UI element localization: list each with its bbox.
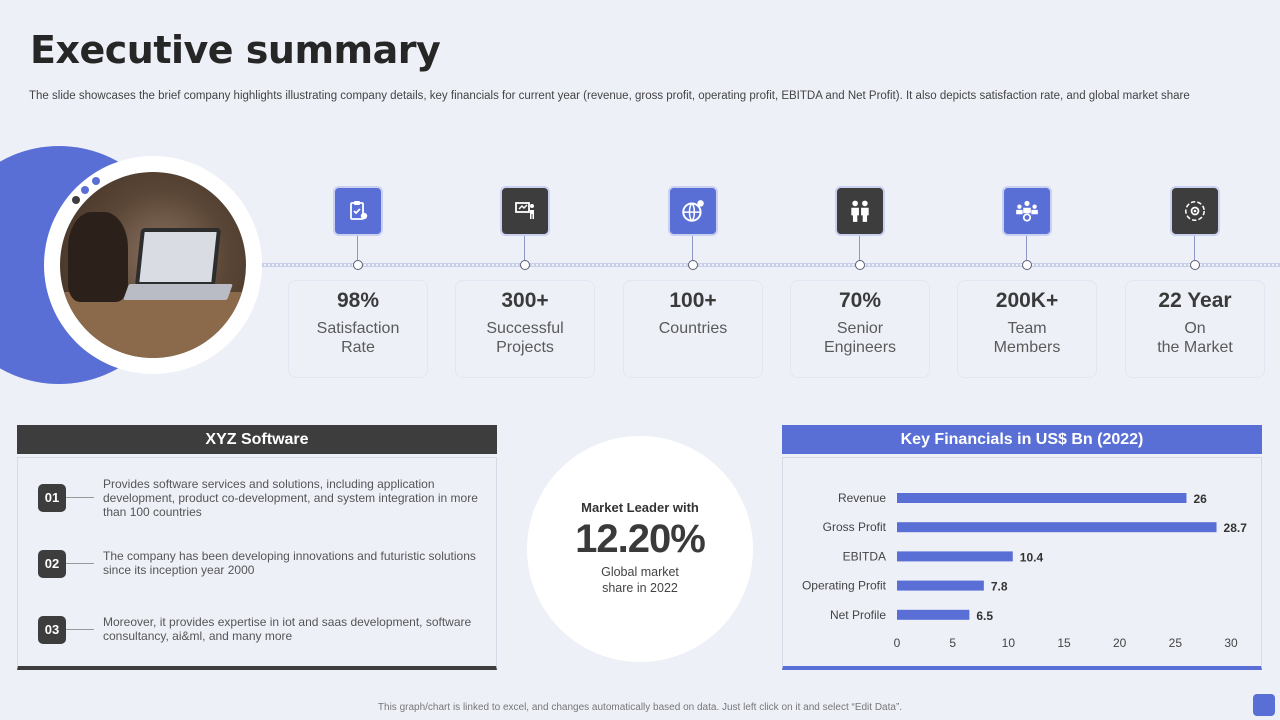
xyz-panel-title: XYZ Software bbox=[17, 425, 497, 454]
stat-card: 70% Senior Engineers bbox=[790, 280, 930, 378]
hero-dot bbox=[72, 196, 80, 204]
stat-value: 200K+ bbox=[995, 289, 1059, 312]
clipboard-check-icon bbox=[333, 186, 383, 236]
stat-value: 98% bbox=[336, 289, 380, 312]
market-share-value: 12.20% bbox=[575, 517, 706, 561]
page-subtitle: The slide showcases the brief company hi… bbox=[29, 90, 1190, 102]
market-leader-circle: Market Leader with 12.20% Global market … bbox=[527, 436, 753, 662]
stat-team: 200K+ Team Members bbox=[957, 186, 1097, 378]
stat-stem bbox=[524, 236, 525, 260]
stat-label: Senior Engineers bbox=[823, 320, 897, 356]
stat-label: Successful Projects bbox=[486, 320, 564, 356]
team-icon bbox=[1002, 186, 1052, 236]
photo-person bbox=[68, 212, 128, 302]
item-connector bbox=[66, 629, 94, 630]
stat-card: 22 Year On the Market bbox=[1125, 280, 1265, 378]
bar bbox=[897, 580, 984, 591]
bar bbox=[897, 522, 1217, 533]
engineers-icon bbox=[835, 186, 885, 236]
stat-node bbox=[855, 260, 865, 270]
category-label: EBITDA bbox=[843, 549, 886, 563]
hero-dot bbox=[92, 177, 100, 185]
x-tick-label: 15 bbox=[1057, 636, 1071, 650]
bar-value-label: 28.7 bbox=[1224, 521, 1248, 535]
corner-button[interactable] bbox=[1253, 694, 1275, 716]
stat-engineers: 70% Senior Engineers bbox=[790, 186, 930, 378]
item-text: Moreover, it provides expertise in iot a… bbox=[103, 615, 472, 643]
financials-panel[interactable]: Revenue 26 Gross Profit 28.7 EBITDA 10.4 Opera… bbox=[782, 457, 1262, 670]
stats-timeline bbox=[262, 263, 1280, 267]
item-number-badge: 03 bbox=[38, 616, 66, 644]
category-label: Revenue bbox=[838, 491, 886, 505]
stat-value: 70% bbox=[838, 289, 882, 312]
bar-value-label: 6.5 bbox=[976, 609, 993, 623]
bar bbox=[897, 609, 970, 620]
item-number-badge: 02 bbox=[38, 550, 66, 578]
category-label: Net Profile bbox=[830, 608, 886, 622]
category-label: Operating Profit bbox=[802, 579, 887, 593]
stat-stem bbox=[692, 236, 693, 260]
stat-value: 100+ bbox=[669, 289, 717, 312]
item-text: Provides software services and solutions… bbox=[103, 477, 478, 519]
stat-label: Satisfaction Rate bbox=[316, 320, 400, 356]
stat-stem bbox=[859, 236, 860, 260]
presentation-icon bbox=[500, 186, 550, 236]
photo-desk bbox=[60, 292, 246, 358]
stat-stem bbox=[1194, 236, 1195, 260]
stat-label: Team Members bbox=[993, 320, 1061, 356]
x-tick-label: 20 bbox=[1113, 636, 1127, 650]
stat-market: 22 Year On the Market bbox=[1125, 186, 1265, 378]
footer-note: This graph/chart is linked to excel, and… bbox=[377, 702, 903, 713]
item-connector bbox=[66, 563, 94, 564]
bar-value-label: 10.4 bbox=[1020, 550, 1044, 564]
stat-card: 200K+ Team Members bbox=[957, 280, 1097, 378]
item-number-badge: 01 bbox=[38, 484, 66, 512]
stat-value: 22 Year bbox=[1158, 289, 1232, 312]
photo-laptop-base bbox=[123, 284, 233, 300]
stat-node bbox=[688, 260, 698, 270]
x-tick-label: 25 bbox=[1169, 636, 1183, 650]
stat-card: 300+ Successful Projects bbox=[455, 280, 595, 378]
stat-node bbox=[1190, 260, 1200, 270]
stat-stem bbox=[357, 236, 358, 260]
x-tick-label: 10 bbox=[1002, 636, 1016, 650]
stat-projects: 300+ Successful Projects bbox=[455, 186, 595, 378]
financials-panel-title: Key Financials in US$ Bn (2022) bbox=[782, 425, 1262, 454]
financials-bar-chart[interactable]: Revenue 26 Gross Profit 28.7 EBITDA 10.4 Opera… bbox=[783, 458, 1261, 667]
globe-icon bbox=[668, 186, 718, 236]
stat-card: 100+ Countries bbox=[623, 280, 763, 378]
market-leader-title: Market Leader with bbox=[581, 500, 699, 515]
hero-dot bbox=[81, 186, 89, 194]
stat-label: On the Market bbox=[1157, 320, 1233, 356]
market-share-desc: Global market share in 2022 bbox=[601, 565, 679, 595]
stat-countries: 100+ Countries bbox=[623, 186, 763, 378]
item-text: The company has been developing innovati… bbox=[103, 549, 476, 577]
bar-value-label: 26 bbox=[1193, 492, 1207, 506]
x-tick-label: 30 bbox=[1224, 636, 1238, 650]
page-title: Executive summary bbox=[30, 28, 441, 72]
bar bbox=[897, 551, 1013, 562]
x-tick-label: 5 bbox=[949, 636, 956, 650]
stat-satisfaction: 98% Satisfaction Rate bbox=[288, 186, 428, 378]
stat-value: 300+ bbox=[501, 289, 549, 312]
bar-value-label: 7.8 bbox=[991, 580, 1008, 594]
bar bbox=[897, 493, 1187, 503]
category-label: Gross Profit bbox=[823, 520, 887, 534]
xyz-panel: 01 Provides software services and soluti… bbox=[17, 457, 497, 670]
stat-node bbox=[353, 260, 363, 270]
x-tick-label: 0 bbox=[894, 636, 901, 650]
stat-node bbox=[1022, 260, 1032, 270]
hero-photo bbox=[60, 172, 246, 358]
stat-stem bbox=[1026, 236, 1027, 260]
market-icon bbox=[1170, 186, 1220, 236]
stat-label: Countries bbox=[658, 320, 728, 337]
stat-card: 98% Satisfaction Rate bbox=[288, 280, 428, 378]
photo-laptop-screen bbox=[134, 228, 222, 286]
stat-node bbox=[520, 260, 530, 270]
item-connector bbox=[66, 497, 94, 498]
